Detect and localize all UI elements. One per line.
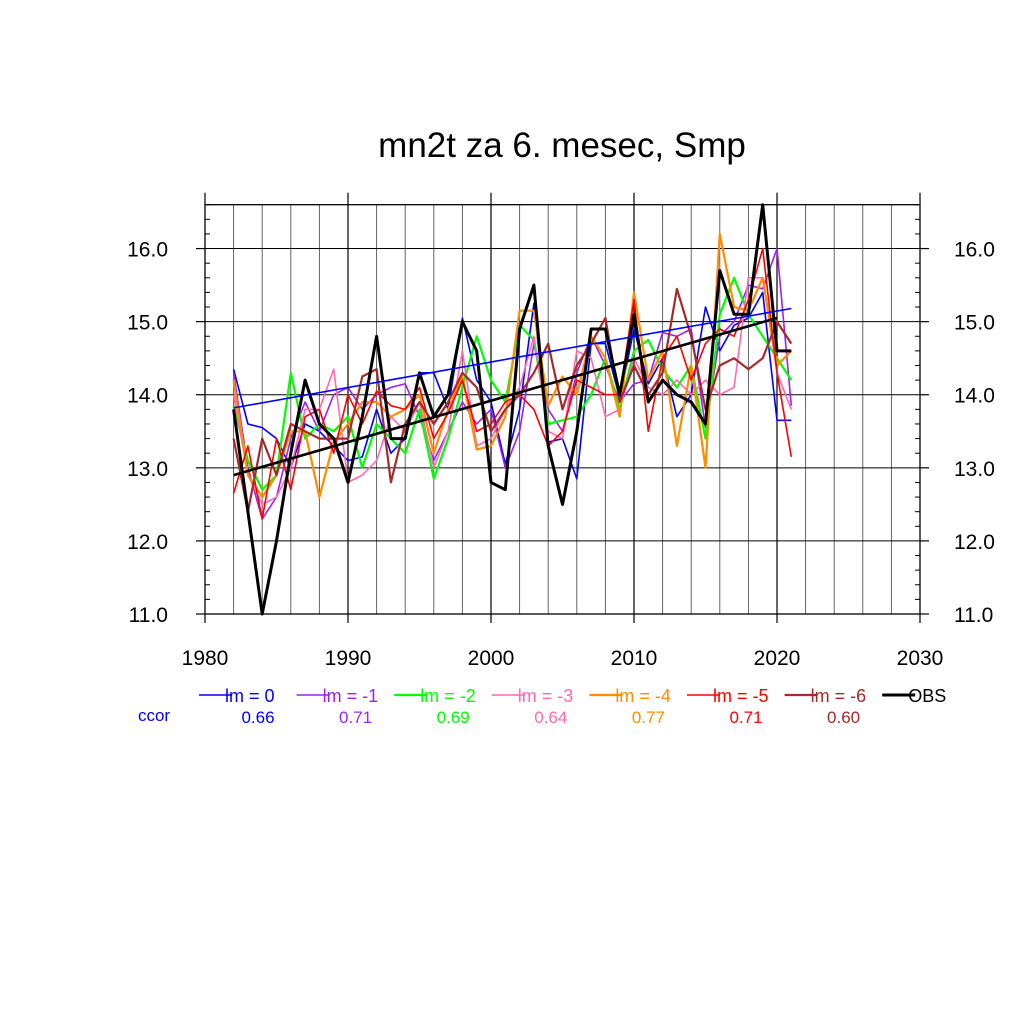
legend-label: lm = -5 bbox=[713, 686, 769, 706]
ccor-value: 0.60 bbox=[827, 708, 860, 727]
x-tick-label: 2000 bbox=[468, 647, 515, 670]
tick-labels: 1980 1990 2000 2010 2020 2030 11.0 11.0 12.0 12.0… bbox=[127, 239, 995, 670]
y-tick-label-left: 11.0 bbox=[129, 604, 168, 627]
series-line bbox=[232, 203, 792, 616]
trend-line bbox=[233, 307, 792, 409]
ccor-value: 0.69 bbox=[437, 708, 470, 727]
legend-label: lm = -6 bbox=[811, 686, 867, 706]
y-tick-label-right: 16.0 bbox=[954, 239, 995, 262]
y-tick-label-left: 13.0 bbox=[127, 458, 168, 481]
legend: lm = 0 0.66 lm = -1 0.71 lm = -2 0.69 lm = -3 0… bbox=[138, 686, 946, 727]
legend-label: lm = -1 bbox=[323, 686, 379, 706]
legend-label: lm = -2 bbox=[420, 686, 476, 706]
legend-label: lm = -3 bbox=[518, 686, 574, 706]
y-tick-label-left: 12.0 bbox=[127, 531, 168, 554]
series-line bbox=[232, 276, 793, 491]
trend-line bbox=[233, 316, 778, 477]
y-tick-label-right: 13.0 bbox=[954, 458, 995, 481]
series-line bbox=[232, 247, 793, 520]
x-tick-label: 2020 bbox=[754, 647, 801, 670]
y-tick-label-left: 15.0 bbox=[127, 312, 168, 335]
y-tick-label-left: 14.0 bbox=[127, 385, 168, 408]
series-line bbox=[232, 232, 793, 499]
series-line bbox=[232, 247, 793, 520]
grid bbox=[205, 204, 920, 614]
y-tick-label-right: 12.0 bbox=[954, 531, 995, 554]
plot-frame bbox=[204, 204, 921, 615]
y-tick-label-right: 11.0 bbox=[954, 604, 993, 627]
minor-ticks bbox=[196, 192, 929, 623]
legend-label: OBS bbox=[908, 686, 946, 706]
x-tick-label: 1980 bbox=[182, 647, 229, 670]
series-lines bbox=[232, 203, 793, 616]
x-tick-label: 1990 bbox=[325, 647, 372, 670]
ccor-value: 0.71 bbox=[339, 708, 372, 727]
y-tick-label-right: 14.0 bbox=[954, 385, 995, 408]
x-tick-label: 2030 bbox=[897, 647, 944, 670]
y-tick-label-left: 16.0 bbox=[127, 239, 168, 262]
ccor-value: 0.71 bbox=[729, 708, 762, 727]
legend-label: lm = 0 bbox=[225, 686, 275, 706]
ccor-value: 0.77 bbox=[632, 708, 665, 727]
x-tick-label: 2010 bbox=[611, 647, 658, 670]
y-tick-label-right: 15.0 bbox=[954, 312, 995, 335]
ccor-value: 0.66 bbox=[241, 708, 274, 727]
legend-label: lm = -4 bbox=[615, 686, 671, 706]
ccor-label: ccor bbox=[138, 706, 170, 725]
ccor-value: 0.64 bbox=[534, 708, 567, 727]
trend-lines bbox=[233, 307, 792, 477]
chart-title: mn2t za 6. mesec, Smp bbox=[378, 126, 746, 165]
